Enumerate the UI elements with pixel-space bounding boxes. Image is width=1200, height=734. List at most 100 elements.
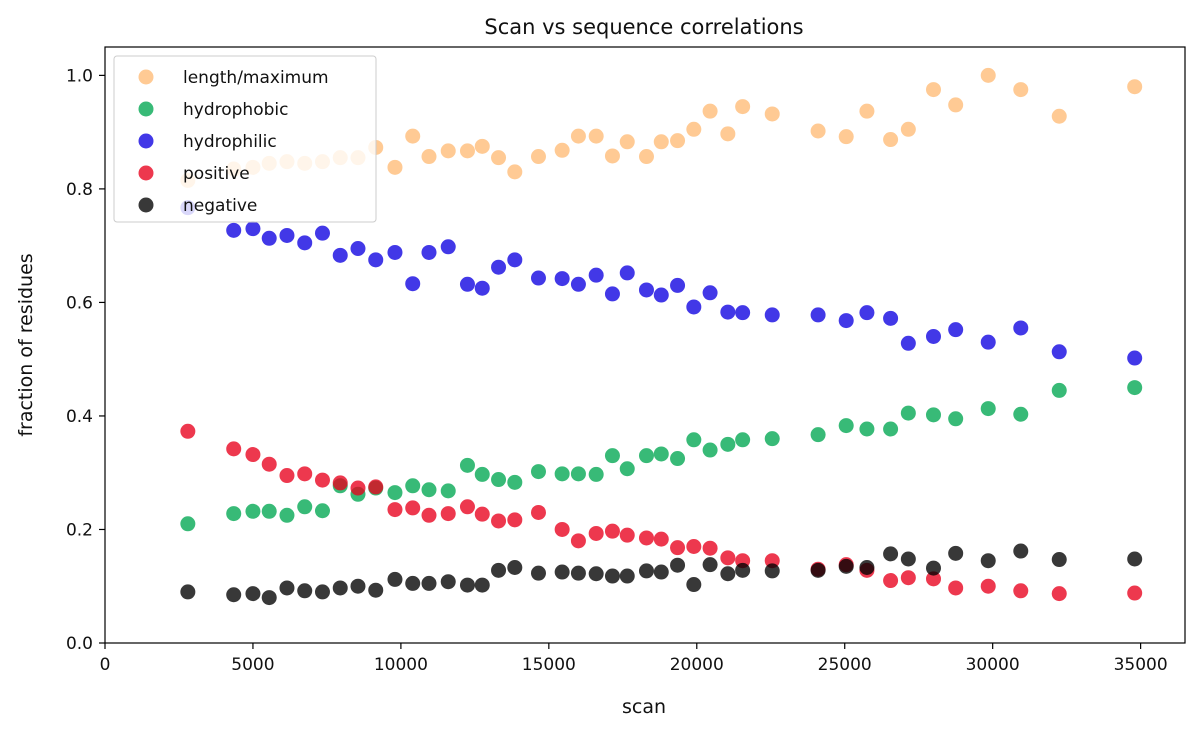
data-point bbox=[226, 441, 242, 457]
x-tick-label: 10000 bbox=[374, 655, 428, 675]
data-point bbox=[530, 504, 546, 520]
data-point bbox=[653, 564, 669, 580]
data-point bbox=[604, 523, 620, 539]
data-point bbox=[883, 546, 899, 562]
data-point bbox=[948, 97, 964, 113]
data-point bbox=[670, 540, 686, 556]
data-point bbox=[507, 164, 523, 180]
data-point bbox=[619, 265, 635, 281]
data-point bbox=[507, 252, 523, 268]
data-point bbox=[810, 307, 826, 323]
data-point bbox=[507, 560, 523, 576]
data-point bbox=[440, 506, 456, 522]
data-point bbox=[900, 121, 916, 137]
data-point bbox=[604, 148, 620, 164]
data-point bbox=[604, 448, 620, 464]
data-point bbox=[440, 483, 456, 499]
series-2 bbox=[180, 200, 1143, 366]
y-tick-label: 0.8 bbox=[66, 180, 93, 200]
legend-marker bbox=[138, 133, 154, 149]
data-point bbox=[838, 129, 854, 145]
data-point bbox=[570, 128, 586, 144]
data-point bbox=[297, 499, 313, 515]
data-point bbox=[297, 235, 313, 251]
data-point bbox=[980, 578, 996, 594]
data-point bbox=[1013, 82, 1029, 98]
data-point bbox=[948, 322, 964, 338]
data-point bbox=[332, 580, 348, 596]
data-point bbox=[810, 123, 826, 139]
data-point bbox=[588, 566, 604, 582]
data-point bbox=[925, 407, 941, 423]
data-point bbox=[810, 427, 826, 443]
data-point bbox=[491, 472, 507, 488]
data-point bbox=[474, 577, 490, 593]
data-point bbox=[387, 571, 403, 587]
data-point bbox=[1051, 382, 1067, 398]
legend-marker bbox=[138, 197, 154, 213]
data-point bbox=[245, 503, 261, 519]
data-point bbox=[720, 304, 736, 320]
data-point bbox=[279, 227, 295, 243]
x-tick-label: 15000 bbox=[522, 655, 576, 675]
data-point bbox=[474, 280, 490, 296]
data-point bbox=[838, 313, 854, 329]
data-point bbox=[570, 565, 586, 581]
legend-label: negative bbox=[183, 196, 257, 216]
data-point bbox=[619, 568, 635, 584]
data-point bbox=[570, 466, 586, 482]
data-point bbox=[491, 513, 507, 529]
data-point bbox=[1051, 344, 1067, 360]
data-point bbox=[570, 533, 586, 549]
data-point bbox=[332, 475, 348, 491]
data-point bbox=[1127, 380, 1143, 396]
y-tick-label: 0.2 bbox=[66, 520, 93, 540]
chart-title: Scan vs sequence correlations bbox=[484, 15, 803, 39]
data-point bbox=[619, 527, 635, 543]
data-point bbox=[859, 421, 875, 437]
data-point bbox=[670, 451, 686, 467]
data-point bbox=[1127, 350, 1143, 366]
data-point bbox=[948, 580, 964, 596]
data-point bbox=[314, 225, 330, 241]
data-point bbox=[638, 563, 654, 579]
data-point bbox=[1051, 552, 1067, 568]
data-point bbox=[764, 106, 780, 122]
data-point bbox=[653, 446, 669, 462]
data-point bbox=[883, 573, 899, 589]
data-point bbox=[810, 562, 826, 578]
data-point bbox=[459, 577, 475, 593]
data-point bbox=[440, 143, 456, 159]
data-point bbox=[297, 583, 313, 599]
data-point bbox=[604, 286, 620, 302]
data-point bbox=[838, 558, 854, 574]
data-point bbox=[588, 525, 604, 541]
y-tick-label: 0.0 bbox=[66, 634, 93, 654]
data-point bbox=[245, 586, 261, 602]
data-point bbox=[670, 557, 686, 573]
data-point bbox=[474, 466, 490, 482]
data-point bbox=[720, 550, 736, 566]
data-point bbox=[387, 159, 403, 175]
series-3 bbox=[180, 423, 1143, 602]
data-point bbox=[491, 562, 507, 578]
data-point bbox=[459, 143, 475, 159]
data-point bbox=[883, 421, 899, 437]
data-point bbox=[702, 442, 718, 458]
x-axis: 0 5000 10000 15000 20000 25000 30000 35000 bbox=[100, 643, 1168, 675]
data-point bbox=[180, 516, 196, 532]
data-point bbox=[554, 466, 570, 482]
data-point bbox=[653, 134, 669, 150]
data-point bbox=[702, 557, 718, 573]
data-point bbox=[405, 500, 421, 516]
data-point bbox=[405, 575, 421, 591]
data-point bbox=[530, 565, 546, 581]
data-point bbox=[261, 503, 277, 519]
data-point bbox=[764, 563, 780, 579]
data-point bbox=[226, 222, 242, 238]
data-point bbox=[297, 466, 313, 482]
legend-label: hydrophobic bbox=[183, 100, 288, 120]
data-point bbox=[405, 276, 421, 292]
data-point bbox=[507, 474, 523, 490]
